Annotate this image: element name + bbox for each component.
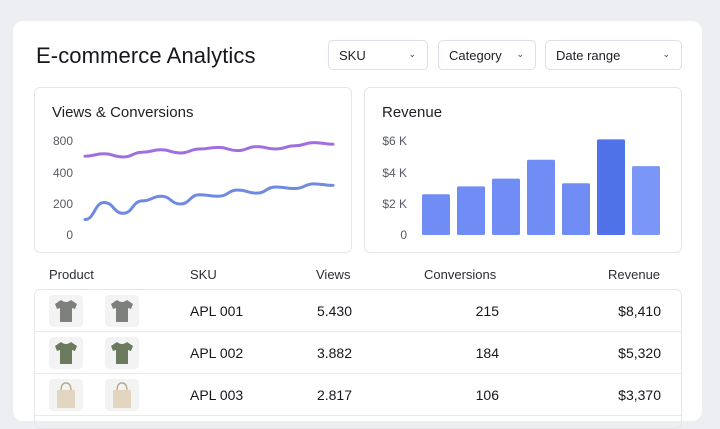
conversions-cell: 106 xyxy=(475,387,499,403)
revenue-bar[interactable] xyxy=(492,178,520,235)
revenue-cell: $5,320 xyxy=(618,345,661,361)
table-row[interactable]: APL 001 5.430 215 $8,410 xyxy=(35,290,681,332)
table-row[interactable]: APL 003 2.817 106 $3,370 xyxy=(35,374,681,416)
revenue-panel: Revenue $6 K $4 K $2 K 0 xyxy=(364,87,682,253)
column-header-conversions[interactable]: Conversions xyxy=(424,267,497,282)
table-row[interactable]: APL 002 3.882 184 $5,320 xyxy=(35,332,681,374)
column-header-sku[interactable]: SKU xyxy=(190,267,217,282)
sku-cell: APL 001 xyxy=(190,303,244,319)
category-filter-dropdown[interactable]: Category ⌄ xyxy=(438,40,536,70)
t-shirt-icon xyxy=(105,295,139,327)
column-header-views[interactable]: Views xyxy=(316,267,351,282)
revenue-cell: $3,370 xyxy=(618,387,661,403)
page-title: E-commerce Analytics xyxy=(36,43,256,68)
chevron-down-icon: ⌄ xyxy=(516,48,524,59)
y-tick-label: 200 xyxy=(53,197,73,211)
y-tick-label: 400 xyxy=(53,166,73,180)
filter-label: Date range xyxy=(556,47,621,63)
series-line-0 xyxy=(83,141,335,159)
t-shirt-icon xyxy=(105,337,139,369)
revenue-bar[interactable] xyxy=(562,183,590,235)
panel-title: Revenue xyxy=(382,104,443,121)
series-line-1 xyxy=(83,182,335,221)
column-header-revenue[interactable]: Revenue xyxy=(608,267,661,282)
tote-bag-icon xyxy=(105,379,139,411)
revenue-bar[interactable] xyxy=(422,194,450,235)
y-tick-label: $2 K xyxy=(382,197,407,211)
views-cell: 3.882 xyxy=(316,345,352,361)
filter-label: Category xyxy=(449,47,502,63)
product-table: APL 001 5.430 215 $8,410 APL 002 3.882 184 $5,3… xyxy=(34,289,682,429)
sku-filter-dropdown[interactable]: SKU ⌄ xyxy=(328,40,428,70)
revenue-chart: $6 K $4 K $2 K 0 xyxy=(382,134,660,242)
t-shirt-icon xyxy=(49,295,83,327)
y-tick-label: 0 xyxy=(400,228,407,242)
chevron-down-icon: ⌄ xyxy=(662,48,670,59)
conversions-cell: 215 xyxy=(475,303,499,319)
views-cell: 2.817 xyxy=(316,387,352,403)
chevron-down-icon: ⌄ xyxy=(408,48,416,59)
sku-cell: APL 003 xyxy=(190,387,244,403)
conversions-cell: 184 xyxy=(475,345,499,361)
revenue-cell: $8,410 xyxy=(618,303,661,319)
views-conversions-chart: 800 400 200 0 xyxy=(53,134,335,242)
t-shirt-icon xyxy=(49,337,83,369)
views-cell: 5.430 xyxy=(316,303,352,319)
revenue-bar[interactable] xyxy=(597,139,625,235)
filter-label: SKU xyxy=(339,47,366,63)
y-tick-label: $6 K xyxy=(382,134,407,148)
panel-title: Views & Conversions xyxy=(52,104,194,121)
revenue-bar[interactable] xyxy=(632,166,660,235)
table-header: Product SKU Views Conversions Revenue xyxy=(13,267,702,287)
dashboard-card: E-commerce Analytics SKU ⌄ Category ⌄ Da… xyxy=(13,21,702,429)
revenue-bar[interactable] xyxy=(457,186,485,235)
tote-bag-icon xyxy=(49,379,83,411)
sku-cell: APL 002 xyxy=(190,345,244,361)
views-conversions-panel: Views & Conversions 800 400 200 0 xyxy=(34,87,352,253)
y-tick-label: $4 K xyxy=(382,166,407,180)
revenue-bar[interactable] xyxy=(527,159,555,235)
y-tick-label: 800 xyxy=(53,134,73,148)
column-header-product[interactable]: Product xyxy=(49,267,94,282)
date-range-filter-dropdown[interactable]: Date range ⌄ xyxy=(545,40,682,70)
y-tick-label: 0 xyxy=(66,228,73,242)
